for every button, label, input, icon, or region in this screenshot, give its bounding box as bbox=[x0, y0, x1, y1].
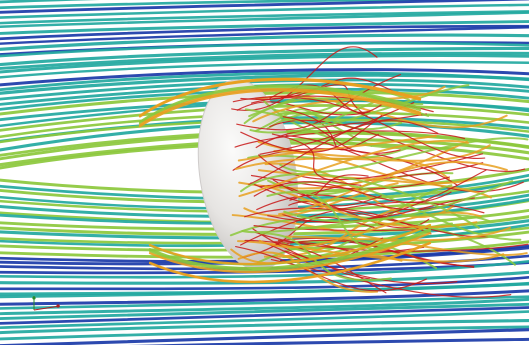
streamline bbox=[0, 26, 529, 45]
streamline bbox=[240, 114, 383, 153]
streamline bbox=[0, 0, 457, 10]
streamline bbox=[0, 68, 529, 87]
streamline bbox=[279, 137, 529, 174]
streamline bbox=[283, 180, 514, 223]
streamline bbox=[244, 100, 378, 126]
streamline bbox=[0, 0, 102, 4]
streamline bbox=[231, 46, 378, 112]
streamline bbox=[277, 184, 453, 254]
streamline bbox=[148, 241, 432, 283]
streamline bbox=[255, 113, 427, 149]
streamline bbox=[0, 20, 529, 35]
streamline bbox=[0, 259, 529, 279]
streamline bbox=[0, 33, 529, 51]
streamline bbox=[235, 245, 428, 292]
streamline bbox=[0, 51, 529, 70]
streamline bbox=[148, 229, 432, 271]
streamline bbox=[238, 139, 470, 198]
streamline bbox=[148, 228, 432, 270]
streamline bbox=[253, 225, 422, 232]
streamline bbox=[138, 77, 422, 117]
streamline bbox=[0, 0, 529, 14]
streamline bbox=[0, 10, 529, 25]
streamline bbox=[267, 197, 475, 223]
streamline bbox=[0, 297, 529, 316]
streamline bbox=[0, 60, 529, 79]
streamline bbox=[0, 325, 529, 341]
streamline bbox=[258, 211, 482, 249]
streamline bbox=[271, 133, 362, 186]
streamline bbox=[235, 144, 491, 170]
streamline bbox=[0, 24, 529, 41]
streamline bbox=[0, 73, 529, 95]
streamline bbox=[138, 89, 422, 128]
streamline bbox=[262, 99, 455, 150]
streamline bbox=[0, 41, 529, 58]
streamline bbox=[0, 302, 529, 320]
streamlines-wake bbox=[138, 46, 529, 298]
streamline bbox=[0, 54, 529, 74]
streamline bbox=[259, 232, 392, 282]
streamline bbox=[0, 11, 529, 29]
streamline bbox=[138, 86, 422, 125]
streamline bbox=[289, 162, 484, 201]
streamline bbox=[138, 84, 422, 123]
streamline bbox=[0, 319, 529, 335]
streamline bbox=[0, 282, 529, 299]
streamline bbox=[148, 223, 432, 265]
streamline bbox=[0, 310, 529, 330]
orientation-axes-icon bbox=[32, 296, 61, 311]
streamline bbox=[0, 289, 529, 306]
streamline bbox=[241, 213, 491, 234]
streamline bbox=[236, 73, 402, 131]
streamline bbox=[0, 46, 529, 67]
streamline bbox=[282, 116, 401, 155]
streamline bbox=[242, 216, 378, 259]
streamline bbox=[126, 337, 529, 345]
streamline bbox=[0, 78, 529, 101]
streamline bbox=[273, 150, 478, 185]
streamline bbox=[148, 231, 432, 274]
streamline bbox=[259, 102, 415, 155]
streamline bbox=[0, 328, 529, 345]
streamline bbox=[237, 134, 437, 162]
streamline bbox=[278, 160, 508, 216]
streamline bbox=[0, 3, 529, 19]
streamline bbox=[0, 306, 529, 325]
streamline bbox=[0, 275, 529, 291]
streamline bbox=[250, 97, 486, 159]
streamline bbox=[254, 231, 529, 252]
